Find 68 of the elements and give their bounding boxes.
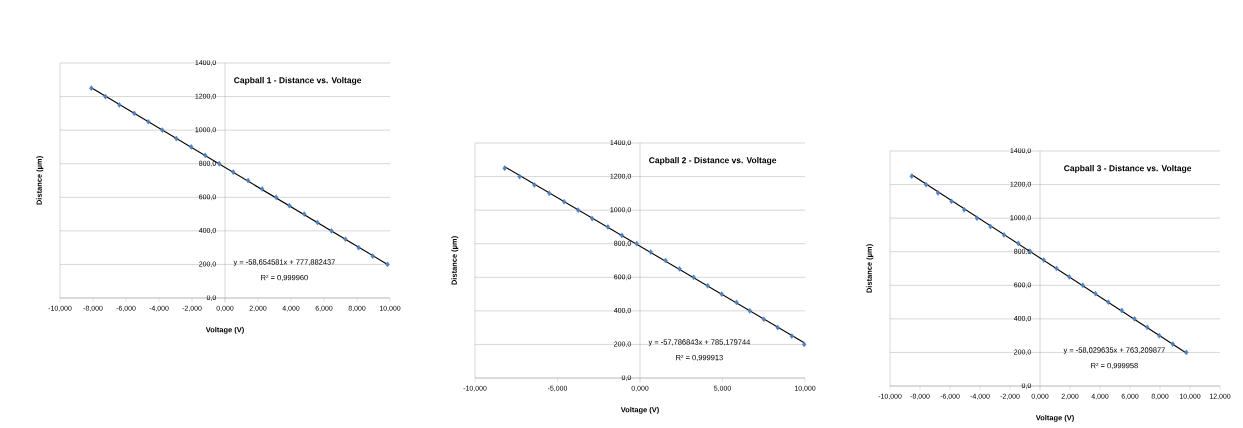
point (705, 282, 710, 289)
point (575, 207, 581, 213)
point (315, 219, 320, 226)
point (217, 160, 222, 167)
point (1132, 316, 1137, 322)
point (802, 341, 807, 348)
point (962, 206, 967, 213)
point (648, 249, 653, 255)
point (259, 186, 265, 192)
point (146, 118, 151, 125)
point (747, 308, 752, 314)
point (370, 253, 375, 259)
point (677, 266, 682, 272)
point (1001, 232, 1007, 238)
point (532, 182, 537, 188)
point (923, 181, 929, 188)
point (231, 169, 236, 175)
point (356, 244, 361, 251)
point (761, 316, 766, 323)
point (1016, 240, 1021, 247)
point (935, 190, 941, 196)
point (949, 198, 954, 205)
point (1170, 341, 1175, 347)
text: Capball 1 - Distance vs. Voltage (234, 76, 362, 85)
point (691, 274, 696, 281)
point (385, 261, 390, 268)
point (605, 224, 610, 230)
point (245, 177, 251, 184)
point (302, 211, 307, 217)
point (89, 85, 94, 91)
point (174, 135, 179, 142)
point (789, 333, 794, 339)
point (1080, 282, 1085, 289)
text: Capball 2 - Distance vs. Voltage (649, 156, 777, 165)
point (663, 257, 668, 264)
point (775, 324, 780, 331)
point (909, 173, 914, 179)
point (590, 215, 595, 222)
point (634, 240, 639, 247)
point (1093, 290, 1098, 297)
point (734, 299, 739, 306)
point (1119, 307, 1124, 314)
point (547, 190, 552, 197)
point (117, 102, 122, 108)
point (1106, 299, 1111, 305)
point (103, 93, 108, 100)
point (1145, 324, 1150, 331)
point (189, 144, 194, 150)
point (160, 127, 165, 133)
point (517, 173, 522, 180)
point (274, 194, 279, 201)
point (287, 202, 292, 209)
point (1041, 257, 1046, 263)
point (502, 165, 507, 171)
point (988, 223, 993, 230)
point (1157, 332, 1162, 339)
point (1054, 265, 1059, 272)
point (343, 236, 348, 243)
text: Capball 3 - Distance vs. Voltage (1064, 164, 1192, 173)
point (329, 228, 334, 234)
point (974, 215, 980, 221)
point (619, 232, 625, 239)
point (203, 152, 208, 159)
point (1067, 274, 1072, 280)
point (719, 291, 724, 297)
point (561, 198, 567, 205)
point (1184, 349, 1189, 356)
point (132, 110, 137, 117)
